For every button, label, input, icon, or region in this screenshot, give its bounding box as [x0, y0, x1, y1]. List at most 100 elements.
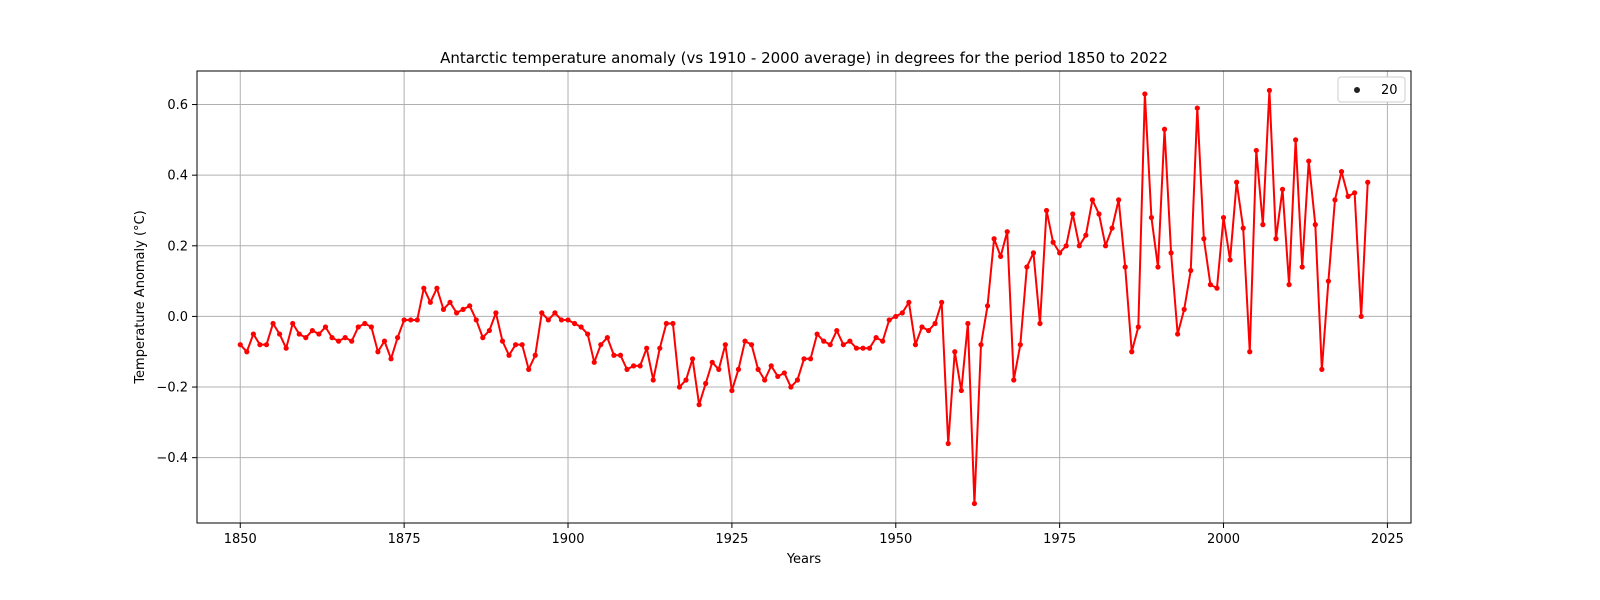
data-point [886, 317, 892, 323]
data-point [755, 366, 761, 372]
data-point [801, 356, 807, 362]
data-point [506, 352, 512, 358]
data-point [676, 384, 683, 390]
data-point [237, 342, 243, 348]
data-point [650, 377, 656, 383]
data-point [1030, 250, 1037, 256]
data-point [1260, 222, 1266, 228]
data-point [1293, 137, 1299, 143]
data-point [1155, 264, 1161, 270]
legend-box [1337, 76, 1406, 103]
data-point [571, 320, 578, 327]
data-point [925, 327, 932, 334]
data-point [788, 384, 794, 390]
data-point [696, 402, 702, 408]
data-point [335, 338, 342, 344]
data-point [847, 338, 853, 344]
data-point [604, 335, 610, 341]
data-point [748, 342, 755, 348]
data-point [853, 345, 860, 351]
data-point [388, 356, 394, 362]
data-point [1286, 282, 1292, 288]
data-point [355, 324, 361, 330]
data-point [381, 338, 388, 344]
data-points [237, 87, 1371, 507]
data-point [322, 324, 329, 330]
data-point [709, 359, 715, 365]
data-point [1083, 232, 1089, 238]
data-point [1299, 264, 1305, 270]
data-point [1188, 267, 1194, 274]
data-point [1109, 225, 1115, 231]
data-point [473, 317, 479, 323]
x-tick-label: 1975 [1043, 532, 1076, 547]
data-point [414, 317, 420, 323]
data-point [1312, 222, 1318, 228]
data-point [814, 331, 820, 337]
data-point [821, 338, 827, 344]
data-point [283, 345, 289, 351]
data-point [683, 377, 689, 383]
data-point [984, 303, 991, 309]
data-point [421, 285, 427, 291]
data-point [486, 327, 492, 334]
data-point [1266, 87, 1273, 94]
data-point [1220, 214, 1227, 221]
data-point [1247, 349, 1253, 355]
data-point [1050, 239, 1056, 245]
data-point [998, 253, 1004, 259]
data-point [919, 324, 925, 330]
data-point [290, 320, 296, 327]
data-point [1168, 250, 1174, 256]
data-point [453, 310, 460, 316]
y-tick-label: 0.0 [167, 310, 188, 325]
data-point [362, 320, 368, 327]
data-point [598, 342, 604, 348]
data-point [880, 338, 886, 344]
data-point [552, 310, 558, 316]
data-point [309, 327, 315, 334]
data-point [565, 317, 571, 323]
data-point [722, 342, 728, 348]
data-point [401, 317, 407, 323]
data-point [585, 331, 591, 337]
data-point [447, 299, 453, 305]
data-point [971, 500, 978, 507]
y-tick-label: −0.2 [156, 381, 188, 396]
data-point [368, 324, 374, 330]
data-point [1017, 342, 1023, 348]
data-point [1096, 211, 1102, 217]
data-point [762, 377, 768, 383]
data-point [1043, 207, 1050, 214]
data-point [893, 313, 899, 320]
data-point [270, 320, 276, 327]
data-point [1338, 169, 1345, 175]
data-point [644, 345, 650, 351]
data-point [1063, 243, 1069, 249]
data-point [1273, 236, 1279, 242]
data-point [1352, 190, 1358, 196]
data-point [624, 366, 630, 372]
data-point [1004, 229, 1010, 235]
data-point [1161, 126, 1168, 132]
y-axis-ticks: −0.4 −0.2 0.0 0.2 0.4 0.6 [156, 98, 197, 466]
data-point [1011, 377, 1017, 383]
data-point [617, 352, 624, 358]
data-point [539, 310, 545, 316]
x-tick-label: 1925 [715, 532, 748, 547]
data-point [945, 440, 951, 447]
data-point [591, 359, 597, 365]
y-tick-label: −0.4 [156, 451, 188, 466]
data-point [952, 349, 958, 355]
data-point [460, 306, 466, 312]
data-point [1129, 349, 1135, 355]
data-point [250, 331, 256, 337]
data-point [663, 320, 669, 327]
data-point [965, 320, 971, 327]
data-point [532, 352, 538, 358]
data-point [1076, 243, 1082, 249]
data-point [263, 342, 270, 348]
data-point [303, 335, 309, 341]
data-point [703, 380, 709, 387]
data-point [578, 324, 584, 330]
